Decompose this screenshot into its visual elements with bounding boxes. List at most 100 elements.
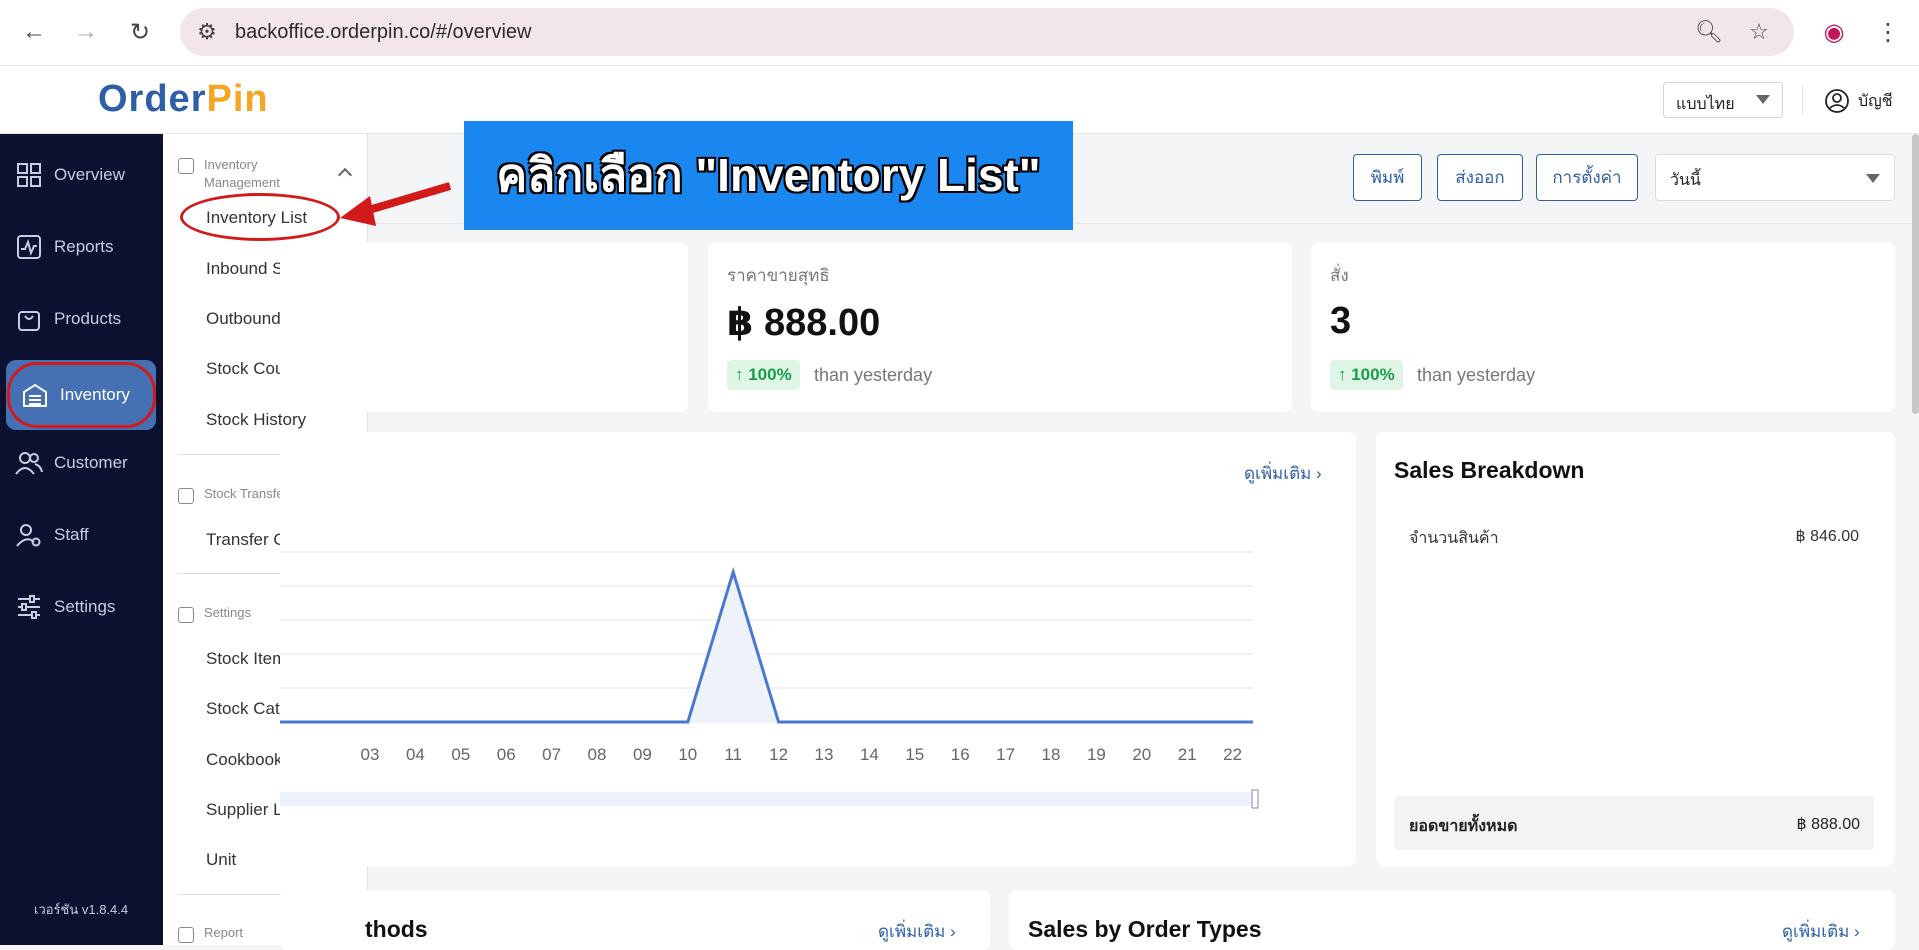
compare-text: than yesterday: [814, 365, 933, 385]
bookmark-star-icon[interactable]: ☆: [1749, 19, 1769, 44]
orderpin-logo[interactable]: OrderPin: [98, 78, 269, 120]
back-icon[interactable]: ←: [22, 18, 46, 45]
range-slider-track: [280, 792, 1256, 806]
zoom-icon[interactable]: 🔍︎: [1695, 19, 1723, 44]
more-label: ดูเพิ่มเติม: [1782, 922, 1850, 941]
change-badge: ↑ 100%: [727, 360, 800, 390]
date-value: วันนี้: [1670, 172, 1701, 189]
sidebar-item-overview[interactable]: Overview: [0, 145, 163, 205]
group-inventory-management[interactable]: Inventory Management: [178, 156, 299, 192]
submenu-cookbook[interactable]: Cookbook: [206, 750, 283, 769]
export-button[interactable]: ส่งออก: [1437, 154, 1523, 201]
submenu-unit[interactable]: Unit: [206, 850, 237, 869]
settings-button[interactable]: การตั้งค่า: [1536, 154, 1638, 201]
x-tick-label: 13: [815, 745, 834, 764]
sidebar-label: Reports: [54, 237, 114, 256]
x-tick-label: 10: [678, 745, 697, 764]
forward-icon[interactable]: →: [74, 18, 98, 45]
x-tick-label: 04: [406, 745, 425, 764]
sales-breakdown-panel: Sales Breakdown จำนวนสินค้า ฿ 846.00 ยอด…: [1376, 432, 1895, 866]
x-tick-label: 18: [1042, 745, 1061, 764]
x-tick-label: 22: [1223, 745, 1242, 764]
x-tick-label: 14: [860, 745, 879, 764]
users-icon: [14, 448, 44, 478]
sidebar-label: Customer: [54, 453, 128, 472]
payment-more-link[interactable]: ดูเพิ่มเติม ›: [878, 922, 956, 941]
document-icon: [178, 927, 194, 943]
sales-line-chart: 03 04 05 06 07 08 09 10 11 12 13 14 15 16 17 18 19 20 21 22: [280, 551, 1259, 809]
account-label: บัญชี: [1858, 92, 1893, 110]
sidebar-item-reports[interactable]: Reports: [0, 217, 163, 277]
more-menu-icon[interactable]: ⋮: [1876, 18, 1900, 46]
submenu-stock-item[interactable]: Stock Item: [206, 649, 287, 668]
bag-icon: [14, 304, 44, 334]
chart-more-link[interactable]: ดูเพิ่มเติม ›: [1244, 464, 1322, 483]
submenu-stock-history[interactable]: Stock History: [206, 410, 307, 429]
breakdown-row-value: ฿ 846.00: [1795, 528, 1859, 545]
total-value: ฿ 888.00: [1796, 816, 1860, 833]
submenu-divider: [178, 573, 353, 574]
header-divider: [1802, 86, 1803, 114]
total-label: ยอดขายทั้งหมด: [1409, 818, 1518, 835]
group-stock-transfer[interactable]: Stock Transfer: [178, 486, 288, 504]
reload-icon[interactable]: ↻: [129, 18, 151, 46]
version-label: เวอร์ชัน v1.8.4.4: [34, 902, 129, 917]
group-settings[interactable]: Settings: [178, 605, 251, 623]
sidebar-label: Overview: [54, 165, 125, 184]
sidebar-item-products[interactable]: Products: [0, 289, 163, 349]
stat-label: ราคาขายสุทธิ: [727, 266, 830, 285]
group-label: Inventory Management: [204, 157, 280, 190]
stat-label: สั่ง: [1330, 266, 1349, 285]
chevron-down-icon: [1756, 95, 1770, 104]
stat-value: ฿ 888.00: [727, 302, 881, 344]
x-tick-label: 20: [1132, 745, 1151, 764]
language-select[interactable]: แบบไทย: [1663, 82, 1783, 118]
stat-card-orders: สั่ง 3 ↑ 100% than yesterday: [1311, 242, 1895, 412]
x-tick-label: 21: [1178, 745, 1197, 764]
submenu-divider: [178, 454, 353, 455]
chevron-down-icon: [1866, 174, 1880, 183]
print-button[interactable]: พิมพ์: [1353, 154, 1422, 201]
profile-icon[interactable]: ◉: [1823, 18, 1845, 46]
group-report[interactable]: Report: [178, 925, 243, 943]
payment-methods-panel: thods ดูเพิ่มเติม ›: [280, 890, 990, 950]
more-label: ดูเพิ่มเติม: [878, 922, 946, 941]
order-types-more-link[interactable]: ดูเพิ่มเติม ›: [1782, 922, 1860, 941]
date-range-select[interactable]: วันนี้: [1655, 154, 1895, 201]
breakdown-row-label: จำนวนสินค้า: [1409, 530, 1499, 547]
sliders-icon: [14, 592, 44, 622]
site-settings-icon[interactable]: ⚙: [197, 19, 217, 44]
submenu-supplier-list[interactable]: Supplier List: [206, 800, 300, 819]
account-button[interactable]: บัญชี: [1824, 88, 1893, 114]
x-tick-label: 16: [951, 745, 970, 764]
panel-title: Sales by Order Types: [1028, 916, 1262, 942]
box-icon: [178, 158, 194, 174]
order-types-panel: Sales by Order Types ดูเพิ่มเติม ›: [1009, 890, 1895, 950]
instruction-banner: คลิกเลือก "Inventory List": [464, 121, 1073, 230]
x-tick-label: 17: [996, 745, 1015, 764]
sidebar-label: Inventory: [60, 385, 130, 404]
submenu-divider: [178, 894, 353, 895]
sidebar-item-customer[interactable]: Customer: [0, 433, 163, 493]
breakdown-row: จำนวนสินค้า ฿ 846.00: [1409, 526, 1859, 551]
x-tick-label: 11: [724, 745, 742, 764]
sidebar-item-staff[interactable]: Staff: [0, 505, 163, 565]
compare-text: than yesterday: [1417, 365, 1536, 385]
x-tick-label: 06: [497, 745, 516, 764]
sidebar-label: Products: [54, 309, 122, 328]
page-scrollbar[interactable]: [1912, 134, 1919, 414]
address-bar[interactable]: ⚙ backoffice.orderpin.co/#/overview 🔍︎ ☆: [180, 8, 1794, 56]
user-circle-icon: [1825, 89, 1849, 113]
x-tick-label: 19: [1087, 745, 1106, 764]
stat-value: 3: [1330, 300, 1352, 342]
change-badge: ↑ 100%: [1330, 360, 1403, 390]
stat-card-hidden: [280, 242, 688, 412]
staff-icon: [14, 520, 44, 550]
sidebar-item-settings[interactable]: Settings: [0, 577, 163, 637]
group-label: Report: [204, 925, 244, 940]
language-value: แบบไทย: [1676, 96, 1735, 113]
pointer-arrow-icon: [340, 182, 452, 226]
series-area: [280, 572, 1253, 722]
x-tick-label: 08: [588, 745, 607, 764]
highlight-ring-inventory-list: [180, 193, 340, 241]
